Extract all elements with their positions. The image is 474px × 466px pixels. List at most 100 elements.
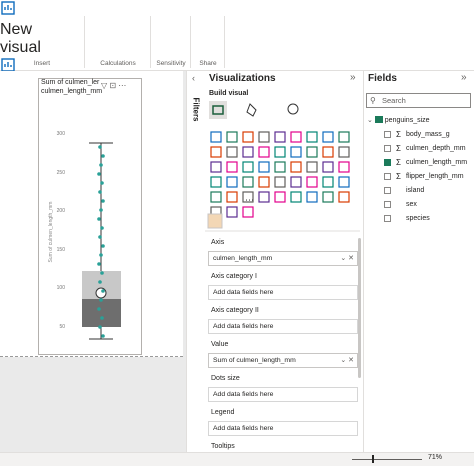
visual-type-icon[interactable] <box>338 131 350 143</box>
visual-type-icon[interactable] <box>306 146 318 158</box>
well-placeholder[interactable]: Add data fields here <box>208 387 358 402</box>
field-checkbox[interactable] <box>384 173 391 180</box>
dot <box>97 307 101 311</box>
visual-type-icon[interactable] <box>258 161 270 173</box>
visual-type-icon[interactable] <box>274 131 286 143</box>
visual-type-icon[interactable] <box>242 176 254 188</box>
visual-type-icon[interactable] <box>226 146 238 158</box>
expand-icon: ⌄ <box>367 117 373 124</box>
data-dots <box>97 145 105 338</box>
visual-type-icon[interactable] <box>290 191 302 203</box>
zoom-thumb[interactable] <box>372 455 374 463</box>
well-field[interactable]: Sum of culmen_length_mm ⌄ ✕ <box>208 353 358 368</box>
well-field[interactable]: culmen_length_mm ⌄ ✕ <box>208 251 358 266</box>
visual-type-icon[interactable] <box>210 176 222 188</box>
visual-type-icon[interactable] <box>274 161 286 173</box>
visual-type-icon[interactable] <box>338 146 350 158</box>
visual-type-icon[interactable] <box>242 161 254 173</box>
visual-type-icon[interactable] <box>338 176 350 188</box>
collapse-button[interactable]: » <box>461 72 467 83</box>
well-controls[interactable]: ⌄ ✕ <box>340 255 354 262</box>
visual-type-icon[interactable] <box>210 131 222 143</box>
collapse-button[interactable]: » <box>350 72 356 83</box>
visual-type-icon[interactable] <box>258 191 270 203</box>
well-placeholder[interactable]: Add data fields here <box>208 319 358 334</box>
field-checkbox[interactable] <box>384 201 391 208</box>
visual-type-icon[interactable] <box>210 161 222 173</box>
more-visuals[interactable]: ⋯ <box>245 195 254 205</box>
ribbon-group-label: Share <box>199 60 217 67</box>
scrollbar[interactable] <box>358 238 361 378</box>
dot <box>98 145 102 149</box>
ribbon-group-label: Insert <box>33 60 51 67</box>
visual-type-icon[interactable] <box>242 191 254 203</box>
build-tab[interactable] <box>209 101 227 119</box>
visual-type-icon[interactable] <box>322 161 334 173</box>
visual-type-icon[interactable] <box>322 191 334 203</box>
visual-type-icon[interactable] <box>306 191 318 203</box>
visual-type-icon[interactable] <box>226 161 238 173</box>
field-checkbox[interactable] <box>384 145 391 152</box>
visualizations-title: Visualizations <box>209 73 276 84</box>
filters-toggle[interactable]: ‹ <box>192 73 195 83</box>
format-tab[interactable] <box>246 103 257 117</box>
well-placeholder[interactable]: Add data fields here <box>208 421 358 436</box>
field-checkbox[interactable] <box>384 159 391 166</box>
field-checkbox[interactable] <box>384 215 391 222</box>
visual-container[interactable]: Sum of culmen_ler culmen_length_mm ▽ ⊡ ⋯… <box>38 78 142 355</box>
visual-type-icon[interactable] <box>274 146 286 158</box>
visual-type-icon[interactable] <box>242 146 254 158</box>
visual-type-icon[interactable] <box>210 191 222 203</box>
visual-type-icon[interactable] <box>274 191 286 203</box>
visual-type-icon[interactable] <box>258 176 270 188</box>
visual-type-icon[interactable] <box>306 176 318 188</box>
visual-type-icon[interactable] <box>242 131 254 143</box>
visual-type-icon[interactable] <box>322 131 334 143</box>
analytics-tab[interactable] <box>287 103 299 115</box>
dot <box>99 298 103 302</box>
visual-type-icon[interactable] <box>290 146 302 158</box>
visual-type-icon[interactable] <box>274 176 286 188</box>
field-checkbox[interactable] <box>384 187 391 194</box>
visual-type-icon[interactable] <box>258 146 270 158</box>
visual-type-icon[interactable] <box>338 161 350 173</box>
fields-title: Fields <box>368 73 397 84</box>
filters-label: Filters <box>191 97 201 122</box>
visual-type-icon[interactable] <box>258 131 270 143</box>
well-label: Value <box>211 341 229 348</box>
search-box[interactable]: ⚲ Search <box>366 93 471 108</box>
visual-type-icon[interactable] <box>226 206 238 218</box>
y-tick-label: 150 <box>56 246 65 253</box>
dot <box>97 262 101 266</box>
dot <box>98 235 102 239</box>
well-value: Sum of culmen_length_mm <box>213 357 296 364</box>
visual-type-icon[interactable] <box>290 176 302 188</box>
well-controls[interactable]: ⌄ ✕ <box>340 357 354 364</box>
visual-type-icon[interactable] <box>306 161 318 173</box>
well-placeholder[interactable]: Add data fields here <box>208 285 358 300</box>
visual-type-icon[interactable] <box>338 191 350 203</box>
visual-type-icon[interactable] <box>210 146 222 158</box>
visual-type-icon[interactable] <box>242 206 254 218</box>
table-row[interactable]: ⌄ penguins_size <box>367 116 430 126</box>
ribbon-separator <box>190 16 191 68</box>
visual-type-icon[interactable] <box>290 161 302 173</box>
dot <box>99 253 103 257</box>
well-label: Dots size <box>211 375 240 382</box>
visual-type-icon[interactable] <box>226 176 238 188</box>
zoom-level: 71% <box>428 454 443 461</box>
zoom-slider[interactable] <box>352 459 422 460</box>
selected-custom-visual[interactable] <box>207 213 223 229</box>
visual-type-icon[interactable] <box>322 176 334 188</box>
visual-type-icon[interactable] <box>226 191 238 203</box>
dot <box>97 172 101 176</box>
filters-pane[interactable]: ‹ Filters <box>186 71 207 452</box>
visual-type-icon[interactable] <box>226 131 238 143</box>
visual-type-icon[interactable] <box>290 131 302 143</box>
field-checkbox[interactable] <box>384 131 391 138</box>
ribbon-button[interactable]: New visual <box>0 0 41 57</box>
visual-type-icon[interactable] <box>306 131 318 143</box>
visual-header-icons[interactable]: ▽ ⊡ ⋯ <box>101 81 127 90</box>
visual-type-icon[interactable] <box>322 146 334 158</box>
